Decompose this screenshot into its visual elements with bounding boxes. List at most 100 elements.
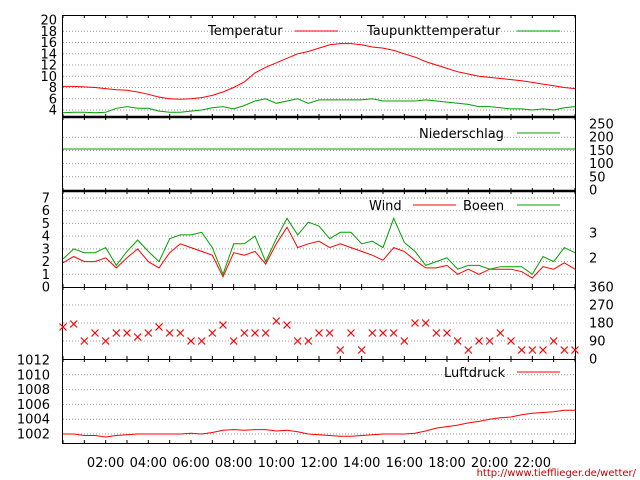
- direction-point: [432, 329, 441, 337]
- direction-point: [197, 337, 206, 345]
- direction-point-stroke: [421, 319, 430, 327]
- direction-point-stroke: [432, 329, 441, 337]
- direction-point-stroke: [112, 329, 121, 337]
- direction-point-stroke: [475, 337, 483, 345]
- precip-y-tick-label: 150: [589, 144, 614, 159]
- tick-layer: [62, 15, 576, 443]
- direction-point: [368, 329, 377, 337]
- direction-point: [59, 323, 67, 331]
- direction-y-tick-label: 270: [589, 299, 614, 314]
- direction-point: [421, 319, 430, 327]
- pressure-series-line: [63, 409, 575, 438]
- direction-point: [571, 346, 579, 354]
- direction-point-stroke: [517, 346, 526, 354]
- direction-point-stroke: [59, 323, 67, 331]
- direction-point-stroke: [293, 337, 302, 345]
- temp-y-tick-label: 6: [49, 92, 57, 107]
- direction-point-stroke: [155, 323, 163, 331]
- direction-point-stroke: [496, 329, 505, 337]
- legend-boeen-label: Boeen: [463, 199, 504, 214]
- x-tick-label: 10:00: [258, 456, 295, 471]
- direction-point-stroke: [144, 329, 153, 337]
- temp-y-tick-label: 12: [40, 59, 57, 74]
- wind-y-tick-label: 0: [42, 281, 50, 296]
- direction-point: [176, 329, 185, 337]
- direction-point: [357, 346, 366, 354]
- x-tick-label: 18:00: [428, 456, 465, 471]
- legend-niederschlag-label: Niederschlag: [419, 127, 504, 142]
- direction-point-stroke: [400, 337, 409, 345]
- x-tick-label: 14:00: [343, 456, 380, 471]
- direction-point: [272, 317, 281, 325]
- pressure-y-tick-label: 1004: [17, 413, 50, 428]
- precip-y-tick-label: 250: [589, 118, 614, 133]
- direction-point-stroke: [549, 337, 558, 345]
- direction-point: [155, 323, 163, 331]
- wind-y-tick-label: 1: [42, 268, 50, 283]
- direction-point: [347, 329, 355, 337]
- direction-point-stroke: [251, 329, 259, 337]
- direction-point-stroke: [453, 337, 462, 345]
- direction-point-stroke: [571, 346, 579, 354]
- direction-point: [336, 346, 345, 354]
- temp-y-tick-label: 16: [40, 36, 57, 51]
- direction-point: [464, 346, 473, 354]
- direction-point: [112, 329, 121, 337]
- direction-point-stroke: [261, 329, 270, 337]
- wind-y-tick-label: 2: [42, 255, 50, 270]
- direction-point: [517, 346, 526, 354]
- legend-temperatur-label: Temperatur: [207, 24, 283, 39]
- wind-y-tick-label: 5: [42, 217, 50, 232]
- direction-point: [325, 329, 334, 337]
- direction-point-stroke: [528, 346, 537, 354]
- direction-y-tick-label: 90: [589, 335, 606, 350]
- legend-luftdruck-label: Luftdruck: [444, 366, 506, 381]
- direction-point-stroke: [69, 320, 78, 328]
- direction-point-stroke: [443, 329, 451, 337]
- direction-point: [133, 333, 142, 341]
- direction-point: [251, 329, 259, 337]
- precip-y-tick-label: 0: [589, 184, 597, 199]
- x-tick-label: 12:00: [300, 456, 337, 471]
- direction-point-stroke: [485, 337, 494, 345]
- direction-point-stroke: [187, 337, 195, 345]
- direction-point: [101, 337, 110, 345]
- wind-y-tick-label: 7: [42, 192, 50, 207]
- direction-point: [539, 346, 547, 354]
- direction-point: [240, 329, 249, 337]
- direction-point: [507, 337, 515, 345]
- direction-point: [144, 329, 153, 337]
- temp-y-tick-label: 4: [49, 104, 57, 119]
- direction-point: [560, 346, 569, 354]
- direction-y-tick-label: 0: [589, 353, 597, 368]
- direction-point: [304, 337, 313, 345]
- wind-y-tick-label: 6: [42, 204, 50, 219]
- legend-wind-label: Wind: [369, 199, 402, 214]
- wind-right-tick-label: 3: [589, 227, 597, 242]
- direction-point-stroke: [379, 329, 387, 337]
- direction-point: [229, 337, 238, 345]
- direction-point-stroke: [165, 329, 174, 337]
- temp-series-line-1: [62, 98, 576, 114]
- direction-point-stroke: [176, 329, 185, 337]
- direction-point: [528, 346, 537, 354]
- source-url: http://www.tiefflieger.de/wetter/: [477, 468, 637, 479]
- direction-point-stroke: [91, 329, 99, 337]
- precip-y-tick-label: 100: [589, 157, 614, 172]
- x-tick-label: 22:00: [514, 456, 551, 471]
- temp-y-tick-label: 14: [40, 47, 57, 62]
- direction-point-stroke: [325, 329, 334, 337]
- direction-point: [261, 329, 270, 337]
- direction-point: [69, 320, 78, 328]
- legend-taupunkt-label: Taupunkttemperatur: [366, 24, 501, 39]
- direction-point-stroke: [336, 346, 345, 354]
- direction-point-stroke: [283, 321, 291, 329]
- direction-point: [475, 337, 483, 345]
- x-tick-label: 04:00: [130, 456, 167, 471]
- direction-point-stroke: [197, 337, 206, 345]
- precip-y-tick-label: 200: [589, 131, 614, 146]
- wind-right-tick-label: 2: [589, 252, 597, 267]
- direction-y-tick-label: 360: [589, 281, 614, 296]
